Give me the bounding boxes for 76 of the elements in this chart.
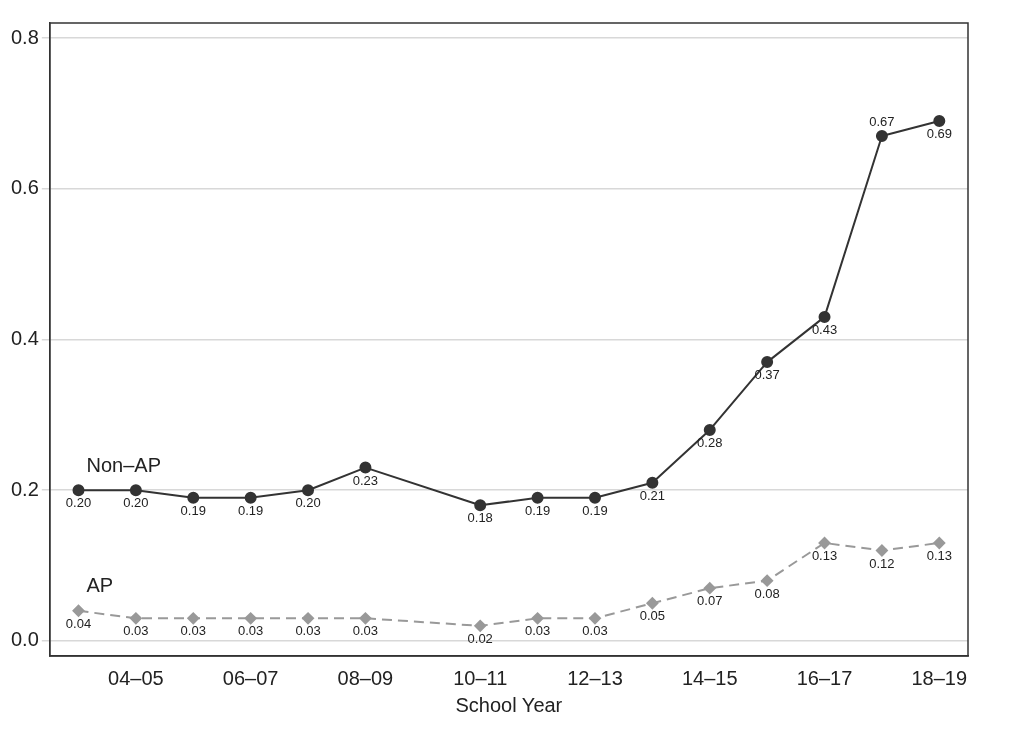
point xyxy=(588,612,601,625)
point xyxy=(761,356,774,369)
x-tick-label: 14–15 xyxy=(681,666,738,689)
y-tick-label: 0.2 xyxy=(10,477,39,500)
point xyxy=(129,484,142,497)
data-label: 0.03 xyxy=(180,623,206,639)
point xyxy=(359,461,372,474)
x-tick-label: 10–11 xyxy=(453,666,508,689)
point xyxy=(244,491,257,504)
x-axis-title: School Year xyxy=(455,693,563,716)
data-label: 0.13 xyxy=(926,548,952,564)
data-label: 0.19 xyxy=(582,502,608,518)
point xyxy=(244,612,257,625)
point xyxy=(761,574,774,587)
point xyxy=(588,491,601,504)
data-label: 0.18 xyxy=(467,510,493,526)
data-label: 0.03 xyxy=(352,623,379,639)
series-label: AP xyxy=(86,574,114,597)
data-label: 0.03 xyxy=(123,623,149,639)
data-label: 0.67 xyxy=(869,114,895,130)
data-label: 0.13 xyxy=(811,548,838,564)
point xyxy=(875,130,888,143)
point xyxy=(474,499,487,512)
point xyxy=(474,619,487,632)
point xyxy=(359,612,372,625)
data-label: 0.03 xyxy=(238,623,264,639)
point xyxy=(72,484,85,497)
data-label: 0.12 xyxy=(869,555,895,571)
point xyxy=(187,491,200,504)
data-label: 0.69 xyxy=(926,126,952,142)
data-label: 0.03 xyxy=(524,623,551,639)
x-tick-label: 18–19 xyxy=(911,666,968,689)
data-label: 0.21 xyxy=(639,487,666,503)
data-label: 0.20 xyxy=(65,495,92,511)
y-tick-label: 0.4 xyxy=(10,327,39,350)
point xyxy=(531,612,544,625)
data-label: 0.19 xyxy=(524,502,551,518)
x-tick-label: 08–09 xyxy=(337,666,394,689)
point xyxy=(703,423,716,436)
series-label: Non–AP xyxy=(86,453,161,476)
data-label: 0.23 xyxy=(352,472,379,488)
data-label: 0.20 xyxy=(123,495,149,511)
data-label: 0.04 xyxy=(65,615,92,631)
point xyxy=(933,114,946,127)
point xyxy=(646,476,659,489)
point xyxy=(703,582,716,595)
x-tick-label: 04–05 xyxy=(108,666,164,689)
point xyxy=(933,536,946,549)
x-tick-label: 06–07 xyxy=(222,666,279,689)
data-label: 0.02 xyxy=(467,630,493,646)
data-label: 0.03 xyxy=(295,623,321,639)
point xyxy=(129,612,142,625)
data-label: 0.19 xyxy=(238,502,264,518)
point xyxy=(72,604,85,617)
y-tick-label: 0.6 xyxy=(10,176,39,199)
data-label: 0.05 xyxy=(639,608,666,624)
data-label: 0.03 xyxy=(582,623,608,639)
point xyxy=(302,612,315,625)
data-label: 0.37 xyxy=(754,367,780,383)
point xyxy=(302,484,315,497)
y-tick-label: 0.0 xyxy=(10,628,39,651)
point xyxy=(531,491,544,504)
point xyxy=(646,597,659,610)
point xyxy=(187,612,200,625)
data-label: 0.19 xyxy=(180,502,206,518)
data-label: 0.28 xyxy=(697,435,723,451)
y-tick-label: 0.8 xyxy=(10,25,39,48)
point xyxy=(875,544,888,557)
data-label: 0.08 xyxy=(754,585,780,601)
x-tick-label: 12–13 xyxy=(567,666,623,689)
data-label: 0.20 xyxy=(295,495,321,511)
point xyxy=(818,536,831,549)
point xyxy=(818,310,831,323)
data-label: 0.07 xyxy=(697,593,723,609)
data-label: 0.43 xyxy=(811,321,838,337)
x-tick-label: 16–17 xyxy=(796,666,853,689)
